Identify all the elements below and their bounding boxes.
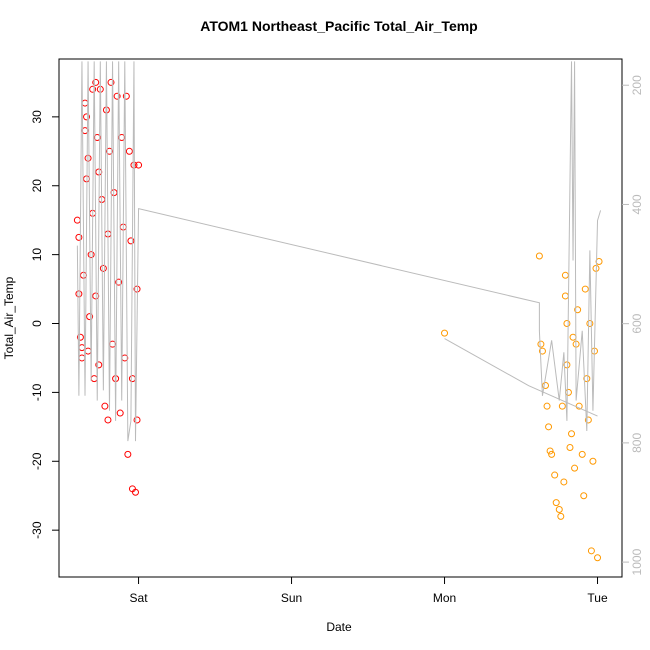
point <box>441 329 449 337</box>
point <box>578 450 586 458</box>
point <box>569 333 577 341</box>
point <box>87 251 95 259</box>
point <box>538 347 546 355</box>
point <box>86 313 94 321</box>
point <box>561 292 569 300</box>
point <box>107 78 115 86</box>
point <box>75 233 83 241</box>
point <box>563 320 571 328</box>
point <box>122 92 130 100</box>
point <box>75 290 83 298</box>
point <box>583 375 591 383</box>
point <box>563 361 571 369</box>
point <box>128 375 136 383</box>
point <box>545 423 553 431</box>
point <box>89 85 97 93</box>
point <box>561 271 569 279</box>
point <box>124 450 132 458</box>
y2-tick-label: 200 <box>630 75 644 95</box>
point <box>574 306 582 314</box>
point <box>551 471 559 479</box>
y-tick-label: 0 <box>30 320 44 327</box>
point <box>589 457 597 465</box>
chart-title: ATOM1 Northeast_Pacific Total_Air_Temp <box>200 18 477 34</box>
point <box>584 416 592 424</box>
y-tick-label: -20 <box>30 452 44 470</box>
point <box>84 347 92 355</box>
x-axis-label: Date <box>326 620 352 634</box>
point <box>127 237 135 245</box>
point <box>586 320 594 328</box>
point <box>90 375 98 383</box>
point <box>113 92 121 100</box>
x-tick-label: Sat <box>130 591 149 605</box>
point <box>92 78 100 86</box>
y-tick-label: 20 <box>30 179 44 193</box>
point <box>133 416 141 424</box>
point <box>535 252 543 260</box>
point <box>558 402 566 410</box>
point <box>125 147 133 155</box>
y2-tick-label: 1000 <box>630 548 644 575</box>
point <box>594 554 602 562</box>
point <box>115 278 123 286</box>
point <box>564 388 572 396</box>
y-tick-label: 10 <box>30 248 44 262</box>
point <box>109 340 117 348</box>
point <box>83 113 91 121</box>
point <box>81 127 89 135</box>
point <box>101 402 109 410</box>
y2-tick-label: 600 <box>630 313 644 333</box>
point <box>555 505 563 513</box>
y-axis-label: Total_Air_Temp <box>2 276 16 359</box>
point <box>95 361 103 369</box>
point <box>118 134 126 142</box>
y2-tick-label: 400 <box>630 194 644 214</box>
point <box>76 333 84 341</box>
point <box>571 464 579 472</box>
point <box>78 354 86 362</box>
point <box>84 154 92 162</box>
point <box>92 292 100 300</box>
point <box>135 161 143 169</box>
point <box>587 547 595 555</box>
y2-tick-label: 800 <box>630 433 644 453</box>
point <box>552 499 560 507</box>
point <box>543 402 551 410</box>
point <box>580 492 588 500</box>
point <box>116 409 124 417</box>
point <box>105 147 113 155</box>
point <box>568 430 576 438</box>
point <box>81 99 89 107</box>
point <box>581 285 589 293</box>
y-tick-label: -30 <box>30 521 44 539</box>
point <box>557 512 565 520</box>
point <box>99 264 107 272</box>
y-tick-label: 30 <box>30 110 44 124</box>
point <box>542 382 550 390</box>
point <box>73 216 81 224</box>
point <box>537 340 545 348</box>
x-tick-label: Mon <box>433 591 456 605</box>
plot-frame <box>58 58 623 578</box>
y-tick-label: -10 <box>30 383 44 401</box>
point <box>546 447 554 455</box>
point <box>131 488 139 496</box>
point <box>566 444 574 451</box>
point <box>93 134 101 142</box>
point <box>560 478 568 486</box>
x-tick-label: Sun <box>281 591 302 605</box>
x-tick-label: Tue <box>587 591 608 605</box>
point <box>104 416 112 424</box>
point <box>548 450 556 458</box>
line <box>76 61 602 442</box>
